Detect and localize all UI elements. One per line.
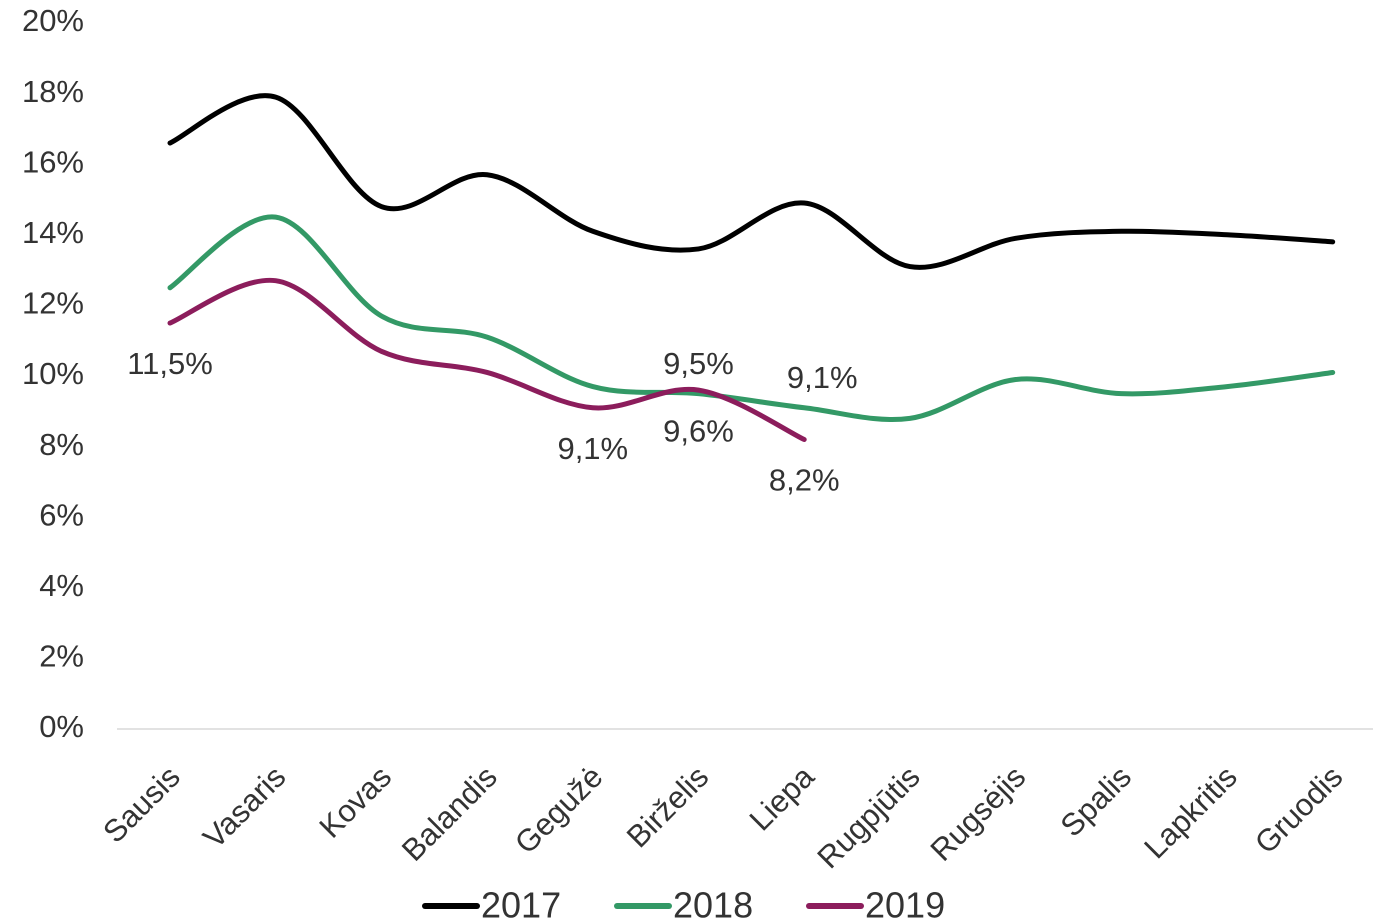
y-tick-label: 12%: [22, 286, 84, 321]
data-label: 8,2%: [769, 463, 840, 498]
data-label: 9,1%: [787, 360, 858, 395]
data-label: 9,5%: [663, 346, 734, 381]
x-tick-label: Birželis: [620, 759, 715, 854]
y-tick-label: 18%: [22, 74, 84, 109]
series-line: [167, 277, 807, 443]
x-tick-label: Sausis: [96, 759, 187, 850]
y-tick-label: 10%: [22, 356, 84, 391]
y-tick-label: 8%: [39, 427, 84, 462]
x-tick-label: Spalis: [1054, 759, 1138, 843]
y-tick-label: 0%: [39, 709, 84, 744]
x-tick-label: Vasaris: [196, 759, 292, 855]
series-line: [167, 93, 1336, 270]
x-tick-label: Balandis: [395, 759, 504, 868]
y-tick-label: 6%: [39, 497, 84, 532]
y-tick-label: 14%: [22, 215, 84, 250]
y-tick-label: 20%: [22, 3, 84, 38]
data-label: 9,1%: [557, 431, 628, 466]
series-line: [167, 214, 1336, 422]
x-tick-label: Gruodis: [1248, 759, 1350, 861]
x-tick-label: Gegužė: [508, 759, 610, 861]
x-tick-label: Rugsėjis: [924, 759, 1033, 868]
legend-label: 2017: [481, 885, 561, 924]
data-label: 9,6%: [663, 413, 734, 448]
x-tick-label: Rugpjūtis: [810, 759, 926, 875]
data-label: 11,5%: [127, 346, 213, 381]
x-tick-label: Liepa: [743, 758, 822, 837]
legend-label: 2018: [673, 885, 753, 924]
x-tick-label: Lapkritis: [1137, 759, 1243, 865]
y-tick-label: 4%: [39, 568, 84, 603]
legend-label: 2019: [865, 885, 945, 924]
x-tick-label: Kovas: [312, 759, 398, 845]
y-tick-label: 16%: [22, 144, 84, 179]
y-tick-label: 2%: [39, 639, 84, 674]
